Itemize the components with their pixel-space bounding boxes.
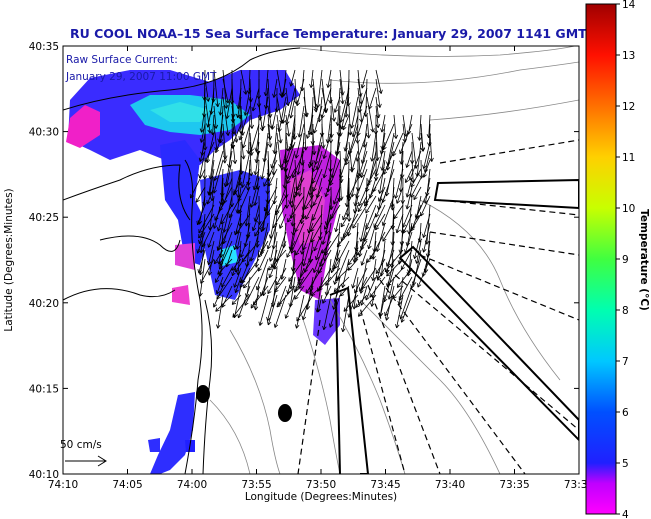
shore-markers [196, 385, 292, 422]
annotation-line-1: Raw Surface Current: [66, 54, 178, 66]
map-title: RU COOL NOAA–15 Sea Surface Temperature:… [70, 26, 587, 41]
x-tick-label: 74:05 [112, 479, 142, 491]
colorbar-tick-label: 14 [622, 0, 636, 11]
colorbar-tick-label: 7 [622, 356, 629, 368]
colorbar-label: Temperature (°C) [638, 209, 650, 311]
coastline [63, 47, 301, 474]
x-tick-label: 74:10 [48, 479, 78, 491]
annotation-line-2: January 29, 2007 11:00 GMT [65, 71, 217, 83]
y-tick-label: 40:20 [29, 298, 59, 310]
y-tick-label: 40:30 [29, 127, 59, 139]
y-axis-ticks: 40:35 40:30 40:25 40:20 40:15 40:10 [29, 41, 579, 481]
x-axis-label: Longitude (Degrees:Minutes) [245, 491, 397, 503]
x-tick-label: 73:45 [370, 479, 400, 491]
colorbar-tick-label: 12 [622, 101, 635, 113]
y-axis-label: Latitude (Degrees:Minutes) [3, 188, 15, 331]
bathymetry-contours [209, 46, 579, 474]
radar-sectors [329, 178, 579, 474]
x-tick-label: 73:50 [306, 479, 336, 491]
scale-label: 50 cm/s [60, 439, 102, 451]
x-tick-label: 73:35 [499, 479, 529, 491]
y-tick-label: 40:15 [29, 383, 59, 395]
colorbar-tick-label: 8 [622, 305, 629, 317]
y-tick-label: 40:35 [29, 41, 59, 53]
y-tick-label: 40:10 [29, 469, 59, 481]
colorbar-tick-label: 13 [622, 50, 635, 62]
colorbar-tick-label: 10 [622, 203, 635, 215]
x-tick-label: 73:55 [241, 479, 271, 491]
plot-area [63, 46, 579, 474]
current-vectors [189, 69, 434, 333]
x-tick-label: 73:40 [435, 479, 465, 491]
colorbar-tick-label: 9 [622, 254, 629, 266]
x-tick-label: 74:00 [177, 479, 207, 491]
colorbar-ticks: 4 5 6 7 8 9 10 11 12 13 14 [616, 0, 636, 519]
colorbar-tick-label: 11 [622, 152, 635, 164]
colorbar-tick-label: 5 [622, 458, 629, 470]
colorbar-tick-label: 6 [622, 407, 629, 419]
x-axis-ticks: 74:10 74:05 74:00 73:55 73:50 73:45 73:40 73:35… [48, 46, 594, 491]
scale-arrow [65, 455, 107, 467]
y-tick-label: 40:25 [29, 212, 59, 224]
colorbar-tick-label: 4 [622, 509, 629, 519]
colorbar [585, 3, 617, 515]
